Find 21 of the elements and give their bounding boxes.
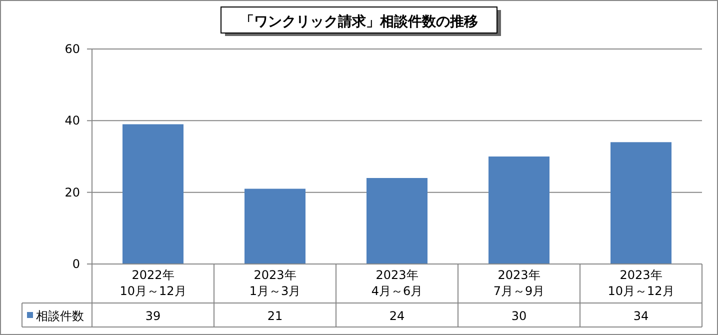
x-tick-label: 2023年 1月～3月 — [249, 268, 301, 298]
y-tick-label: 20 — [64, 185, 80, 200]
x-tick-label: 2023年 7月～9月 — [493, 268, 545, 298]
data-label: 34 — [633, 309, 649, 323]
legend-label: 相談件数 — [36, 309, 84, 323]
bar — [488, 156, 550, 264]
y-tick-label: 0 — [72, 257, 80, 271]
x-tick-label: 2023年 4月～6月 — [371, 268, 423, 298]
x-tick-label: 2022年 10月～12月 — [120, 268, 186, 298]
y-tick-label: 60 — [64, 42, 80, 56]
data-label: 21 — [267, 309, 283, 323]
chart-title: 「ワンクリック請求」相談件数の推移 — [240, 13, 478, 30]
data-label: 39 — [145, 309, 161, 323]
bar — [610, 142, 672, 264]
bar — [366, 178, 428, 264]
bar — [244, 188, 306, 264]
x-tick-label: 2023年 10月～12月 — [608, 268, 674, 298]
data-label: 24 — [389, 309, 405, 323]
data-label: 30 — [511, 309, 527, 323]
bar — [122, 124, 184, 264]
y-tick-label: 40 — [64, 114, 80, 128]
